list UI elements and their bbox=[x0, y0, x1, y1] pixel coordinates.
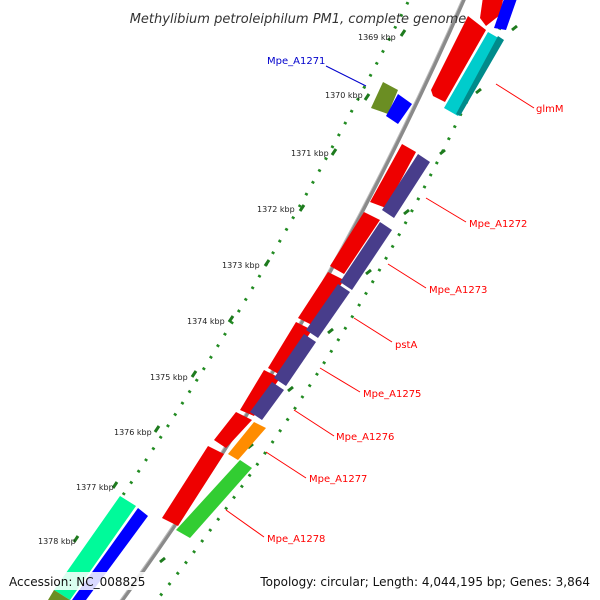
gene-label-mpe-a1278[interactable]: Mpe_A1278 bbox=[267, 534, 325, 545]
feature-pstA-gene bbox=[306, 284, 350, 338]
gene-label-mpe-a1277[interactable]: Mpe_A1277 bbox=[309, 474, 367, 485]
tick-label: 1378 kbp bbox=[38, 537, 76, 546]
tick-mark-1373 bbox=[263, 259, 271, 267]
feature-pstA-cds bbox=[298, 272, 344, 326]
tick-mark-1376 bbox=[153, 425, 161, 433]
map-title: Methylibium petroleiphilum PM1, complete… bbox=[130, 12, 467, 27]
leader-mpe-a1276 bbox=[293, 409, 335, 437]
tick-label: 1369 kbp bbox=[358, 33, 396, 42]
feature-olive-lower bbox=[48, 590, 70, 600]
tick-label: 1371 kbp bbox=[291, 149, 329, 158]
tick-marks bbox=[72, 29, 407, 543]
feature-mpe-a1273-gene bbox=[340, 222, 392, 290]
feature-cyan-edge bbox=[456, 36, 504, 116]
accession-text: Accession: NC_008825 bbox=[9, 575, 145, 589]
outer-dash bbox=[475, 87, 482, 95]
feature-cyan-upper bbox=[444, 32, 502, 116]
gene-label-mpe-a1272[interactable]: Mpe_A1272 bbox=[469, 219, 527, 230]
gene-label-mpe-a1271[interactable]: Mpe_A1271 bbox=[267, 56, 325, 67]
tick-mark-1370 bbox=[363, 93, 371, 101]
tick-mark-1372 bbox=[298, 204, 306, 212]
tick-label: 1375 kbp bbox=[150, 373, 188, 382]
feature-mpe-a1271-gene bbox=[386, 94, 412, 124]
feature-mpe-a1272-cds bbox=[370, 144, 416, 208]
feature-red-upper bbox=[431, 16, 486, 102]
leader-glmM bbox=[495, 83, 535, 109]
label-leaders bbox=[225, 65, 535, 538]
tick-mark-1374 bbox=[227, 315, 235, 323]
feature-glmM-gene bbox=[494, 0, 517, 30]
leader-mpe-a1278 bbox=[225, 509, 265, 538]
gene-label-mpe-a1273[interactable]: Mpe_A1273 bbox=[429, 285, 487, 296]
feature-mpe-a1273-cds bbox=[330, 212, 380, 274]
feature-glmM-cds bbox=[480, 0, 503, 26]
gene-label-mpe-a1275[interactable]: Mpe_A1275 bbox=[363, 389, 421, 400]
gene-label-glmM[interactable]: glmM bbox=[536, 104, 564, 115]
outer-dash bbox=[403, 208, 410, 216]
gene-label-pstA[interactable]: pstA bbox=[395, 340, 417, 351]
tick-mark-1371 bbox=[330, 148, 338, 156]
tick-label: 1377 kbp bbox=[76, 483, 114, 492]
leader-mpe-a1277 bbox=[265, 451, 307, 479]
tick-mark-1377 bbox=[111, 481, 119, 489]
tick-mark-1375 bbox=[190, 370, 198, 378]
footer-accession-bg bbox=[6, 572, 146, 590]
outer-dash bbox=[511, 24, 518, 32]
tick-label: 1374 kbp bbox=[187, 317, 225, 326]
tick-mark-1378 bbox=[72, 535, 80, 543]
feature-mpe-a1278-gene bbox=[176, 460, 252, 538]
feature-mpe-a1272-gene bbox=[382, 154, 430, 218]
gene-label-mpe-a1276[interactable]: Mpe_A1276 bbox=[336, 432, 394, 443]
tick-label: 1373 kbp bbox=[222, 261, 260, 270]
gene-labels: Mpe_A1271 glmM Mpe_A1272 Mpe_A1273 pstA … bbox=[267, 56, 564, 545]
tick-mark-1369 bbox=[399, 29, 407, 37]
tick-label: 1372 kbp bbox=[257, 205, 295, 214]
outer-dash bbox=[365, 268, 372, 276]
feature-mpe-a1276-gene bbox=[250, 382, 284, 420]
feature-mpe-a1275-cds bbox=[268, 322, 312, 376]
tick-label: 1370 kbp bbox=[325, 91, 363, 100]
outer-dash bbox=[327, 327, 334, 335]
feature-mpe-a1271-cds bbox=[371, 82, 398, 114]
outer-dash bbox=[159, 556, 166, 564]
leader-mpe-a1271 bbox=[325, 65, 367, 87]
leader-mpe-a1273 bbox=[387, 263, 427, 289]
tick-label: 1376 kbp bbox=[114, 428, 152, 437]
leader-mpe-a1272 bbox=[425, 197, 467, 223]
topology-text: Topology: circular; Length: 4,044,195 bp… bbox=[259, 575, 590, 589]
leader-pstA bbox=[353, 317, 393, 343]
feature-mpe-a1277-cds bbox=[214, 412, 252, 448]
footer-topology-bg bbox=[256, 572, 594, 590]
outer-dash bbox=[439, 148, 446, 156]
outer-dash bbox=[287, 385, 294, 393]
tick-labels: 1369 kbp 1370 kbp 1371 kbp 1372 kbp 1373… bbox=[38, 33, 396, 546]
feature-mpe-a1276-cds bbox=[240, 370, 280, 416]
feature-mpe-a1278-cds bbox=[162, 446, 224, 526]
leader-mpe-a1275 bbox=[319, 367, 361, 393]
feature-mpe-a1277-gene bbox=[228, 422, 266, 460]
feature-mpe-a1275-gene bbox=[274, 334, 316, 386]
